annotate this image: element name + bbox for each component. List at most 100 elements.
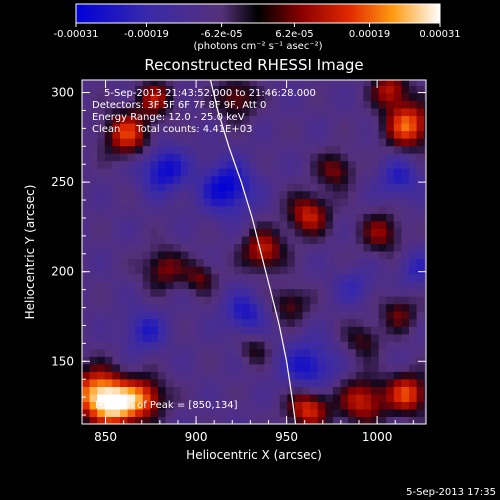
heatmap-cell: [325, 393, 334, 402]
heatmap-cell: [158, 303, 167, 312]
heatmap-cell: [416, 100, 425, 109]
heatmap-cell: [89, 333, 98, 342]
heatmap-cell: [378, 333, 387, 342]
heatmap-cell: [409, 85, 418, 94]
heatmap-cell: [348, 273, 357, 282]
heatmap-cell: [142, 348, 151, 357]
heatmap-cell: [294, 416, 304, 424]
heatmap-cell: [340, 85, 349, 94]
heatmap-cell: [409, 115, 418, 124]
heatmap-cell: [302, 115, 311, 124]
heatmap-cell: [89, 341, 98, 350]
heatmap-cell: [150, 266, 159, 275]
heatmap-cell: [173, 401, 182, 410]
heatmap-cell: [135, 138, 144, 147]
heatmap-cell: [348, 356, 357, 365]
heatmap-cell: [104, 341, 113, 350]
heatmap-cell: [150, 153, 159, 162]
heatmap-cell: [256, 378, 266, 387]
heatmap-cell: [226, 160, 235, 169]
heatmap-cell: [135, 92, 144, 101]
heatmap-cell: [386, 318, 395, 327]
heatmap-cell: [188, 348, 197, 357]
heatmap-cell: [378, 250, 387, 259]
heatmap-cell: [363, 243, 372, 252]
heatmap-cell: [264, 100, 273, 109]
heatmap-cell: [226, 145, 235, 154]
heatmap-cell: [135, 243, 144, 252]
heatmap-cell: [218, 80, 228, 86]
heatmap-cell: [294, 80, 304, 86]
heatmap-cell: [348, 80, 357, 86]
heatmap-cell: [317, 341, 326, 350]
heatmap-cell: [294, 348, 304, 357]
heatmap-cell: [416, 281, 425, 290]
heatmap-cell: [241, 85, 250, 94]
heatmap-cell: [317, 266, 326, 275]
heatmap-cell: [120, 363, 129, 372]
heatmap-cell: [97, 123, 106, 132]
heatmap-cell: [264, 273, 273, 282]
heatmap-cell: [150, 198, 159, 207]
heatmap-cell: [325, 228, 334, 237]
heatmap-cell: [302, 92, 311, 101]
heatmap-cell: [249, 250, 258, 259]
heatmap-cell: [150, 288, 159, 297]
heatmap-cell: [401, 175, 410, 184]
heatmap-cell: [112, 145, 121, 154]
heatmap-cell: [158, 371, 167, 380]
heatmap-cell: [294, 401, 304, 410]
heatmap-cell: [120, 153, 129, 162]
heatmap-cell: [310, 378, 319, 387]
heatmap-cell: [82, 85, 91, 94]
heatmap-cell: [234, 228, 243, 237]
heatmap-cell: [340, 333, 349, 342]
heatmap-cell: [355, 333, 364, 342]
heatmap-cell: [317, 363, 326, 372]
heatmap-cell: [317, 303, 326, 312]
heatmap-cell: [82, 378, 91, 387]
heatmap-cell: [142, 138, 151, 147]
heatmap-cell: [89, 378, 98, 387]
heatmap-cell: [188, 100, 197, 109]
heatmap-cell: [424, 371, 426, 380]
heatmap-cell: [104, 175, 113, 184]
heatmap-cell: [203, 266, 212, 275]
heatmap-cell: [211, 175, 220, 184]
heatmap-cell: [393, 220, 402, 229]
heatmap-cell: [218, 356, 228, 365]
heatmap-cell: [256, 108, 266, 117]
heatmap-cell: [363, 168, 372, 177]
heatmap-cell: [340, 92, 349, 101]
heatmap-cell: [120, 198, 129, 207]
heatmap-cell: [158, 160, 167, 169]
heatmap-cell: [371, 318, 380, 327]
heatmap-cell: [401, 198, 410, 207]
heatmap-cell: [363, 85, 372, 94]
heatmap-cell: [264, 108, 273, 117]
heatmap-cell: [142, 175, 151, 184]
heatmap-cell: [226, 363, 235, 372]
heatmap-cell: [196, 235, 205, 244]
x-tick-label: 900: [185, 430, 208, 444]
heatmap-cell: [150, 393, 159, 402]
heatmap-cell: [158, 198, 167, 207]
heatmap-cell: [363, 408, 372, 417]
heatmap-cell: [287, 108, 296, 117]
heatmap-cell: [234, 80, 243, 86]
heatmap-cell: [424, 250, 426, 259]
heatmap-cell: [188, 318, 197, 327]
heatmap-cell: [135, 190, 144, 199]
heatmap-cell: [120, 333, 129, 342]
heatmap-cell: [173, 205, 182, 214]
heatmap-cell: [294, 228, 304, 237]
heatmap-cell: [340, 190, 349, 199]
heatmap-cell: [104, 296, 113, 305]
heatmap-cell: [294, 266, 304, 275]
heatmap-cell: [127, 318, 136, 327]
heatmap-cell: [158, 108, 167, 117]
heatmap-cell: [325, 318, 334, 327]
heatmap-cell: [325, 341, 334, 350]
heatmap-cell: [348, 190, 357, 199]
